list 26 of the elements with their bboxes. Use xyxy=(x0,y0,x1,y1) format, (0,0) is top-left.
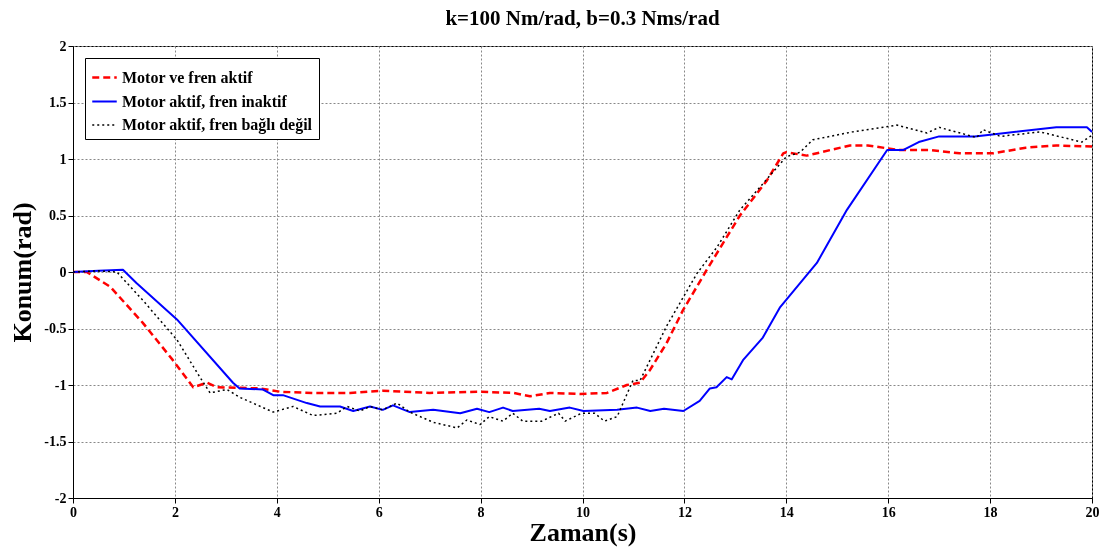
x-tick-label: 0 xyxy=(70,504,77,520)
x-tick-label: 2 xyxy=(171,504,179,520)
x-tick-label: 12 xyxy=(677,504,692,520)
y-tick-label: -1.5 xyxy=(44,434,67,449)
x-tick-label: 10 xyxy=(576,504,590,520)
legend-label: Motor aktif, fren bağlı değil xyxy=(122,116,313,134)
y-tick-label: 0 xyxy=(59,264,67,280)
x-tick-label: 16 xyxy=(881,504,896,520)
y-tick-label: -1 xyxy=(54,377,67,393)
legend-label: Motor ve fren aktif xyxy=(122,68,254,86)
y-tick-label: 2 xyxy=(59,38,67,54)
x-tick-label: 20 xyxy=(1085,504,1100,520)
x-tick-label: 14 xyxy=(779,504,794,520)
y-tick-label: -0.5 xyxy=(44,321,67,336)
legend-label: Motor aktif, fren inaktif xyxy=(122,92,288,110)
x-tick-label: 4 xyxy=(273,504,281,520)
x-tick-label: 18 xyxy=(983,504,998,520)
chart-title: k=100 Nm/rad, b=0.3 Nms/rad xyxy=(445,6,720,30)
x-tick-label: 8 xyxy=(477,504,485,520)
y-tick-label: -2 xyxy=(54,490,67,506)
y-tick-label: 1 xyxy=(59,151,67,167)
y-tick-label: 1.5 xyxy=(49,95,67,110)
y-tick-label: 0.5 xyxy=(49,208,67,223)
y-axis-title: Konum(rad) xyxy=(8,202,38,343)
x-axis-title: Zaman(s) xyxy=(529,517,637,547)
x-tick-label: 6 xyxy=(375,504,383,520)
